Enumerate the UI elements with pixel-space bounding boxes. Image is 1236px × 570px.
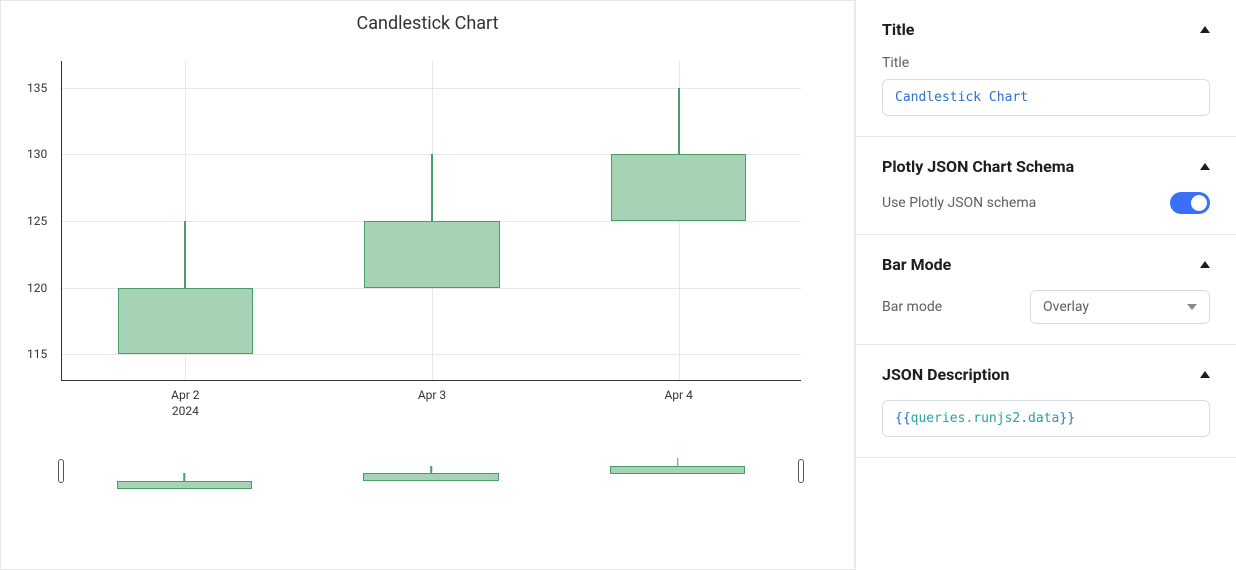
plot-area[interactable]: 115120125130135Apr 22024Apr 3Apr 4 (61, 61, 801, 381)
title-section: Title Title Candlestick Chart (856, 0, 1236, 137)
title-field-label: Title (882, 55, 1210, 71)
candle-body (364, 221, 500, 288)
section-title: Title (882, 20, 914, 39)
barmode-section: Bar Mode Bar mode Overlay (856, 235, 1236, 345)
barmode-field-label: Bar mode (882, 299, 942, 315)
chevron-up-icon (1200, 26, 1210, 33)
chevron-up-icon (1200, 371, 1210, 378)
section-title: Plotly JSON Chart Schema (882, 157, 1074, 176)
chevron-down-icon (1187, 304, 1197, 310)
schema-section: Plotly JSON Chart Schema Use Plotly JSON… (856, 137, 1236, 235)
range-slider[interactable] (61, 441, 801, 501)
rs-candle-body (117, 481, 253, 489)
title-input[interactable]: Candlestick Chart (882, 79, 1210, 116)
y-tick-label: 120 (27, 281, 47, 295)
candle-body (118, 288, 254, 355)
chart-panel: Candlestick Chart 115120125130135Apr 220… (0, 0, 855, 570)
rs-candle-body (363, 473, 499, 481)
y-tick-label: 135 (27, 81, 47, 95)
jsondesc-input[interactable]: {{queries.runjs2.data}} (882, 400, 1210, 437)
schema-toggle-label: Use Plotly JSON schema (882, 195, 1036, 211)
x-year-label: 2024 (172, 404, 199, 418)
schema-section-header[interactable]: Plotly JSON Chart Schema (882, 157, 1210, 176)
rs-candle-body (610, 466, 746, 474)
chart-title: Candlestick Chart (1, 1, 854, 34)
x-tick-label: Apr 4 (664, 388, 692, 402)
chevron-up-icon (1200, 261, 1210, 268)
x-tick-label: Apr 2 (171, 388, 199, 402)
jsondesc-section: JSON Description {{queries.runjs2.data}} (856, 345, 1236, 458)
barmode-select[interactable]: Overlay (1030, 290, 1210, 324)
barmode-section-header[interactable]: Bar Mode (882, 255, 1210, 274)
y-tick-label: 130 (27, 147, 47, 161)
jsondesc-section-header[interactable]: JSON Description (882, 365, 1210, 384)
range-handle-left[interactable] (58, 459, 64, 483)
section-title: JSON Description (882, 365, 1009, 384)
x-tick-label: Apr 3 (418, 388, 446, 402)
schema-toggle[interactable] (1170, 192, 1210, 214)
chevron-up-icon (1200, 163, 1210, 170)
properties-panel: Title Title Candlestick Chart Plotly JSO… (855, 0, 1236, 570)
candle-body (611, 154, 747, 221)
title-section-header[interactable]: Title (882, 20, 1210, 39)
section-title: Bar Mode (882, 255, 951, 274)
y-tick-label: 115 (27, 347, 47, 361)
range-handle-right[interactable] (798, 459, 804, 483)
y-tick-label: 125 (27, 214, 47, 228)
